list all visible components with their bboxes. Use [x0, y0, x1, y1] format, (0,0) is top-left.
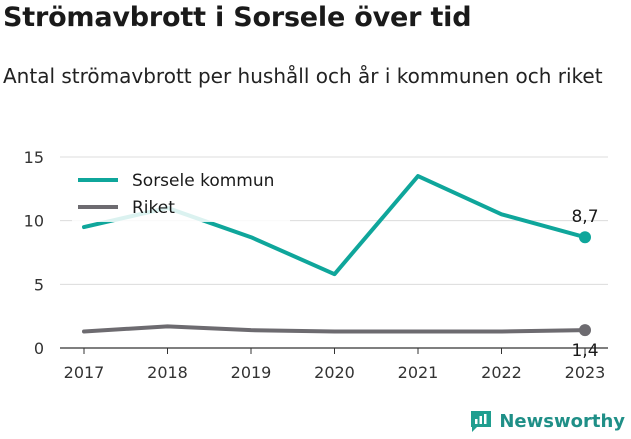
legend-label: Riket	[132, 198, 175, 218]
x-tick-label: 2019	[231, 363, 272, 382]
brand-name: Newsworthy	[499, 410, 625, 432]
series-line-riket	[82, 324, 587, 334]
brand: Newsworthy	[469, 409, 625, 433]
y-tick-label: 10	[24, 212, 44, 231]
x-tick-label: 2023	[565, 363, 606, 382]
y-tick-label: 15	[24, 148, 44, 167]
legend-label: Sorsele kommun	[132, 171, 274, 191]
chart-title: Strömavbrott i Sorsele över tid	[3, 2, 472, 33]
x-tick-label: 2022	[481, 363, 522, 382]
x-tick-label: 2017	[64, 363, 105, 382]
chart-subtitle: Antal strömavbrott per hushåll och år i …	[3, 64, 603, 88]
x-tick-label: 2020	[314, 363, 355, 382]
end-value-label: 8,7	[571, 207, 598, 227]
end-point-marker	[579, 324, 591, 337]
y-tick-label: 0	[34, 339, 44, 358]
end-value-label: 1,4	[571, 341, 598, 361]
x-tick-label: 2021	[398, 363, 439, 382]
y-tick-label: 5	[34, 275, 44, 294]
end-point-marker	[579, 231, 591, 244]
newsworthy-logo-icon	[471, 411, 492, 432]
x-tick-label: 2018	[147, 363, 188, 382]
legend-background	[72, 164, 290, 222]
